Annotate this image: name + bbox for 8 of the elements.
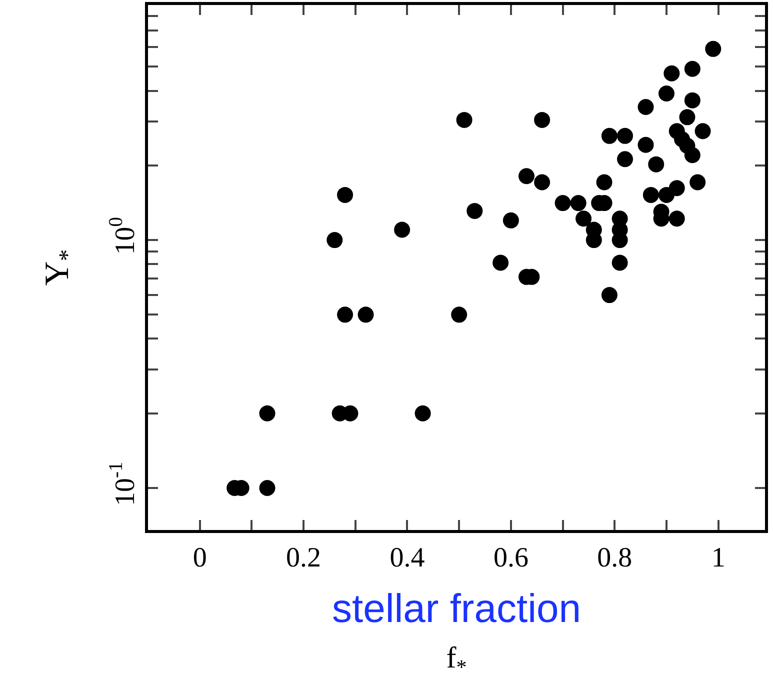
x-tick-label: 1 [711, 542, 726, 574]
x-tick-label: 0.2 [286, 542, 322, 574]
x-axis-title: f$_{*}$ [446, 642, 467, 679]
x-tick-label: 0.4 [390, 542, 425, 574]
text: stellar fraction [332, 587, 581, 631]
x-tick-label: 0.8 [597, 542, 632, 574]
x-tick-label: 0 [192, 542, 207, 574]
x-tick-label: 0.6 [493, 542, 528, 574]
